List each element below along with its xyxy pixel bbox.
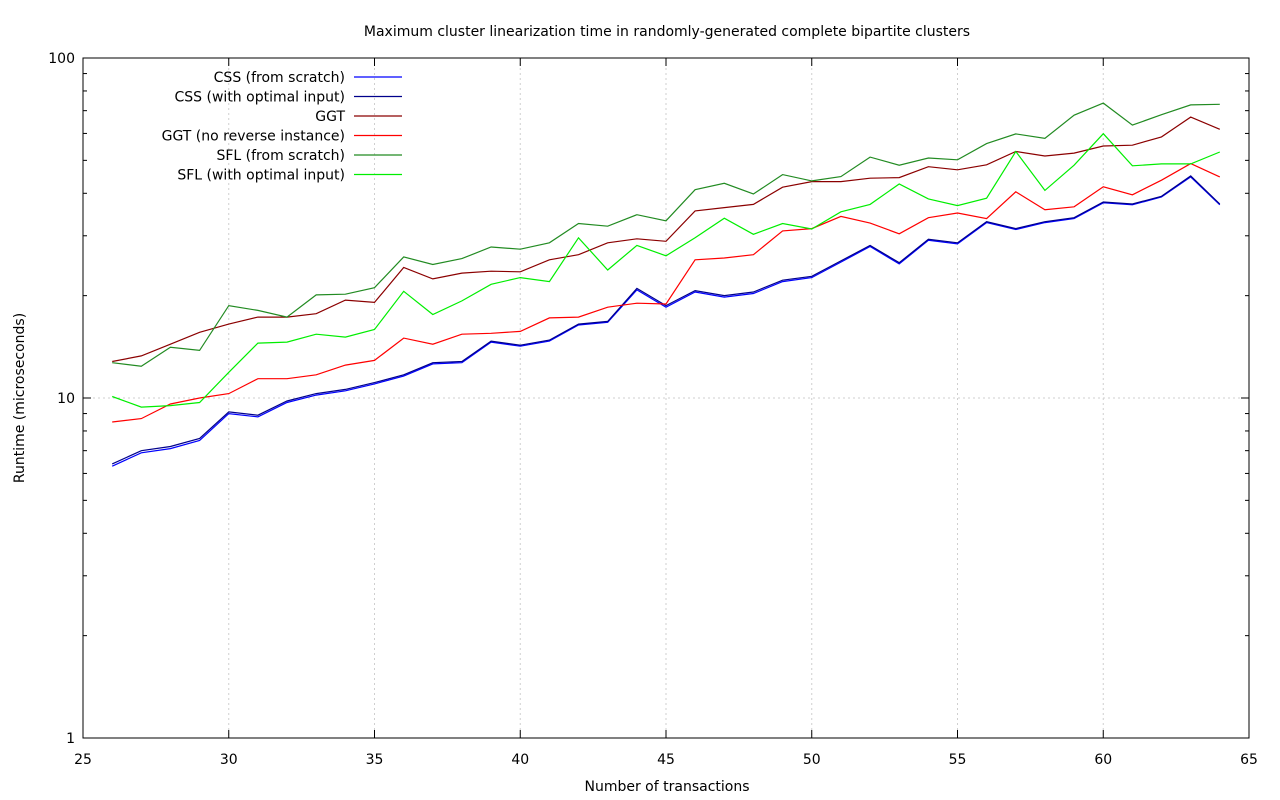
x-tick-label: 45: [657, 752, 675, 768]
y-tick-label: 1: [66, 731, 75, 747]
legend-label: SFL (from scratch): [216, 148, 345, 164]
y-tick-labels: 1 10 100: [48, 51, 75, 747]
x-tick-label: 30: [220, 752, 238, 768]
x-tick-label: 25: [74, 752, 92, 768]
plot-frame: [82, 57, 1250, 739]
x-tick-label: 55: [949, 752, 967, 768]
x-tick-label: 60: [1094, 752, 1112, 768]
y-tick-label: 10: [57, 391, 75, 407]
series-lines: [111, 102, 1221, 467]
legend-label: CSS (from scratch): [214, 70, 345, 86]
legend-label: CSS (with optimal input): [175, 90, 345, 106]
x-tick-label: 50: [803, 752, 821, 768]
x-tick-labels: 25 30 35 40 45 50 55 60 65: [74, 752, 1258, 768]
series-line-5: [112, 102, 1220, 367]
series-line-4: [112, 162, 1221, 423]
legend-label: GGT: [315, 109, 345, 125]
chart-title: Maximum cluster linearization time in ra…: [364, 24, 970, 40]
series-line-2: [111, 175, 1221, 465]
x-tick-label: 65: [1240, 752, 1258, 768]
y-tick-label: 100: [48, 51, 75, 67]
x-tick-label: 40: [511, 752, 529, 768]
x-axis-label: Number of transactions: [584, 779, 749, 795]
y-axis-label: Runtime (microseconds): [12, 313, 28, 483]
grid-lines: [83, 58, 1249, 738]
series-line-1: [111, 176, 1221, 467]
series-line-6: [111, 132, 1221, 408]
x-tick-label: 35: [366, 752, 384, 768]
legend-label: GGT (no reverse instance): [162, 129, 345, 145]
legend: CSS (from scratch) CSS (with optimal inpu…: [162, 70, 402, 184]
series-line-3: [112, 116, 1221, 363]
legend-label: SFL (with optimal input): [177, 168, 345, 184]
